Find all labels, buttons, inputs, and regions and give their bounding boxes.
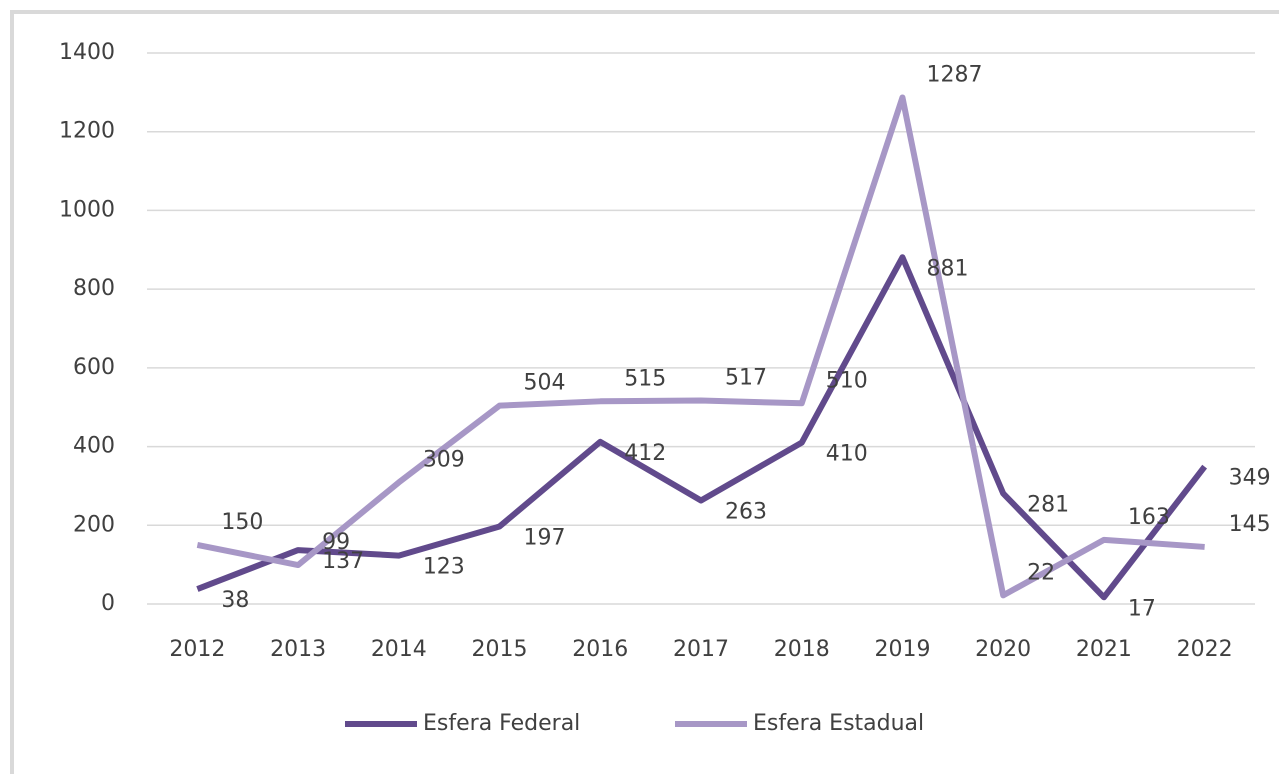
x-tick-label: 2020 xyxy=(975,637,1031,662)
data-label: 410 xyxy=(826,442,868,467)
x-tick-label: 2018 xyxy=(774,637,830,662)
y-tick-label: 1400 xyxy=(59,40,115,65)
x-tick-label: 2014 xyxy=(371,637,427,662)
y-tick-label: 400 xyxy=(73,434,115,459)
x-tick-label: 2013 xyxy=(270,637,326,662)
x-tick-label: 2019 xyxy=(874,637,930,662)
data-label: 145 xyxy=(1229,512,1271,537)
y-tick-label: 1000 xyxy=(59,197,115,222)
data-label: 17 xyxy=(1128,596,1156,621)
data-label: 150 xyxy=(221,510,263,535)
data-label: 504 xyxy=(524,371,566,396)
y-tick-label: 200 xyxy=(73,512,115,537)
data-label: 1287 xyxy=(926,62,982,87)
x-tick-label: 2021 xyxy=(1076,637,1132,662)
series-line xyxy=(196,94,1205,599)
chart-frame xyxy=(10,10,1279,774)
data-label: 412 xyxy=(624,441,666,466)
data-label: 517 xyxy=(725,366,767,391)
y-tick-label: 1200 xyxy=(59,119,115,144)
data-label: 281 xyxy=(1027,492,1069,517)
data-label: 515 xyxy=(624,366,666,391)
data-label: 38 xyxy=(221,588,249,613)
y-tick-label: 800 xyxy=(73,276,115,301)
x-tick-label: 2016 xyxy=(572,637,628,662)
data-label: 163 xyxy=(1128,505,1170,530)
data-label: 881 xyxy=(926,256,968,281)
y-tick-label: 0 xyxy=(101,591,115,616)
y-tick-label: 600 xyxy=(73,355,115,380)
data-label: 123 xyxy=(423,555,465,580)
legend-label: Esfera Federal xyxy=(423,711,580,736)
data-label: 197 xyxy=(524,525,566,550)
x-tick-label: 2012 xyxy=(169,637,225,662)
data-label: 263 xyxy=(725,499,767,524)
series-line xyxy=(196,254,1208,601)
data-label: 510 xyxy=(826,368,868,393)
x-tick-label: 2015 xyxy=(472,637,528,662)
data-label: 349 xyxy=(1229,466,1271,491)
data-label: 99 xyxy=(322,530,350,555)
legend-label: Esfera Estadual xyxy=(753,711,924,736)
x-tick-label: 2022 xyxy=(1177,637,1233,662)
data-label: 309 xyxy=(423,447,465,472)
data-label: 22 xyxy=(1027,560,1055,585)
data-label: 137 xyxy=(322,549,364,574)
x-tick-label: 2017 xyxy=(673,637,729,662)
